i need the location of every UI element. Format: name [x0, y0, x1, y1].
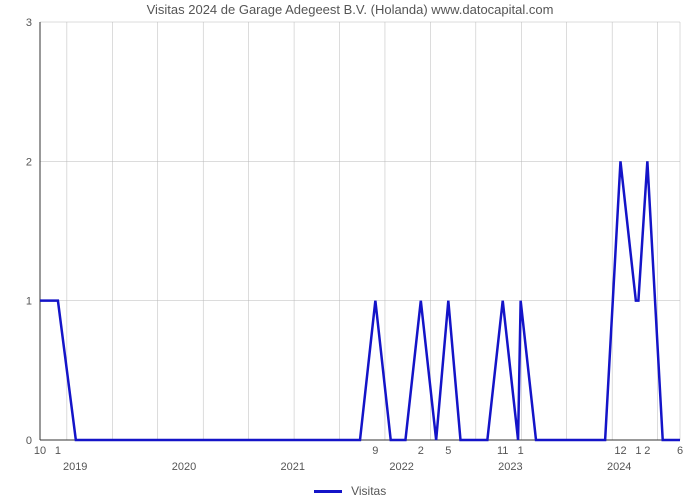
svg-text:12: 12 — [614, 445, 626, 457]
chart-canvas: 0123101925111121262019202020212022202320… — [0, 0, 700, 500]
svg-text:1: 1 — [55, 445, 61, 457]
svg-text:1: 1 — [26, 296, 32, 308]
svg-text:3: 3 — [26, 17, 32, 29]
svg-text:2022: 2022 — [389, 461, 413, 473]
svg-text:1: 1 — [635, 445, 641, 457]
svg-text:11: 11 — [497, 445, 508, 457]
svg-text:2: 2 — [644, 445, 650, 457]
svg-text:1: 1 — [518, 445, 524, 457]
legend-label: Visitas — [351, 484, 386, 498]
svg-text:2021: 2021 — [281, 461, 305, 473]
svg-text:2: 2 — [418, 445, 424, 457]
svg-text:0: 0 — [26, 435, 32, 447]
visits-line-chart: Visitas 2024 de Garage Adegeest B.V. (Ho… — [0, 0, 700, 500]
svg-text:5: 5 — [445, 445, 451, 457]
legend-swatch — [314, 490, 342, 493]
svg-text:2: 2 — [26, 156, 32, 168]
chart-legend: Visitas — [0, 483, 700, 498]
svg-text:2019: 2019 — [63, 461, 87, 473]
svg-text:10: 10 — [34, 445, 46, 457]
svg-text:2023: 2023 — [498, 461, 522, 473]
svg-text:6: 6 — [677, 445, 683, 457]
svg-text:2024: 2024 — [607, 461, 631, 473]
svg-text:2020: 2020 — [172, 461, 196, 473]
svg-text:9: 9 — [372, 445, 378, 457]
